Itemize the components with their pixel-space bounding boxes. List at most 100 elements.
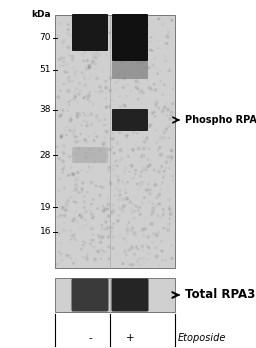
Circle shape bbox=[101, 90, 103, 92]
Circle shape bbox=[126, 254, 127, 255]
Circle shape bbox=[124, 167, 127, 169]
Circle shape bbox=[112, 147, 113, 148]
Circle shape bbox=[150, 222, 153, 226]
Circle shape bbox=[140, 90, 143, 92]
Circle shape bbox=[71, 100, 72, 101]
Circle shape bbox=[149, 189, 151, 191]
Circle shape bbox=[69, 76, 70, 78]
Circle shape bbox=[131, 246, 133, 249]
Circle shape bbox=[141, 155, 143, 156]
Circle shape bbox=[65, 209, 67, 212]
Circle shape bbox=[151, 89, 152, 90]
Circle shape bbox=[138, 66, 140, 68]
Circle shape bbox=[69, 156, 70, 157]
Circle shape bbox=[128, 134, 129, 135]
Text: 51: 51 bbox=[39, 65, 51, 74]
Circle shape bbox=[76, 153, 78, 155]
Circle shape bbox=[172, 102, 174, 105]
Circle shape bbox=[162, 214, 164, 215]
Circle shape bbox=[105, 155, 108, 157]
Circle shape bbox=[116, 175, 119, 177]
Text: Phospho RPA32 (S33): Phospho RPA32 (S33) bbox=[185, 115, 256, 125]
Circle shape bbox=[141, 61, 143, 63]
Circle shape bbox=[127, 59, 130, 61]
Text: kDa: kDa bbox=[31, 10, 51, 19]
Circle shape bbox=[137, 98, 139, 100]
Circle shape bbox=[161, 240, 162, 242]
Circle shape bbox=[106, 131, 108, 133]
Circle shape bbox=[95, 77, 98, 79]
Circle shape bbox=[134, 173, 136, 175]
Circle shape bbox=[158, 107, 159, 109]
Circle shape bbox=[143, 227, 146, 230]
Circle shape bbox=[79, 214, 82, 217]
Circle shape bbox=[57, 146, 58, 147]
Circle shape bbox=[71, 173, 73, 175]
Circle shape bbox=[87, 95, 90, 97]
Circle shape bbox=[97, 251, 98, 252]
Circle shape bbox=[160, 189, 161, 190]
Circle shape bbox=[90, 123, 93, 126]
Circle shape bbox=[148, 148, 150, 150]
Circle shape bbox=[125, 105, 126, 107]
Circle shape bbox=[69, 129, 71, 132]
Circle shape bbox=[126, 136, 128, 137]
Circle shape bbox=[58, 251, 60, 253]
Circle shape bbox=[107, 124, 108, 125]
Circle shape bbox=[77, 217, 78, 218]
Circle shape bbox=[95, 185, 97, 187]
Circle shape bbox=[124, 183, 125, 184]
Circle shape bbox=[163, 227, 165, 229]
Circle shape bbox=[113, 223, 114, 224]
Circle shape bbox=[130, 21, 132, 23]
Circle shape bbox=[124, 72, 126, 74]
Circle shape bbox=[117, 36, 118, 37]
Circle shape bbox=[170, 156, 173, 158]
Circle shape bbox=[96, 136, 98, 138]
Text: 16: 16 bbox=[39, 228, 51, 237]
Circle shape bbox=[121, 23, 124, 26]
Circle shape bbox=[88, 148, 91, 150]
Circle shape bbox=[111, 226, 113, 229]
Circle shape bbox=[163, 208, 164, 209]
Circle shape bbox=[74, 188, 77, 191]
Circle shape bbox=[115, 81, 117, 84]
Circle shape bbox=[76, 88, 77, 89]
Circle shape bbox=[115, 51, 118, 54]
Circle shape bbox=[124, 78, 125, 79]
Circle shape bbox=[153, 232, 156, 235]
Circle shape bbox=[141, 157, 142, 158]
Circle shape bbox=[155, 255, 158, 258]
Circle shape bbox=[123, 117, 125, 119]
Circle shape bbox=[102, 160, 104, 163]
Circle shape bbox=[169, 206, 170, 207]
Circle shape bbox=[163, 137, 165, 139]
Circle shape bbox=[139, 264, 140, 266]
Circle shape bbox=[91, 60, 94, 63]
Circle shape bbox=[71, 55, 73, 58]
Circle shape bbox=[108, 215, 110, 218]
Circle shape bbox=[134, 40, 135, 42]
Text: 70: 70 bbox=[39, 33, 51, 42]
Circle shape bbox=[113, 152, 115, 154]
Circle shape bbox=[147, 259, 148, 260]
Circle shape bbox=[70, 117, 71, 118]
Circle shape bbox=[109, 107, 110, 108]
Circle shape bbox=[117, 73, 119, 76]
Circle shape bbox=[70, 119, 72, 121]
Circle shape bbox=[144, 197, 145, 198]
Circle shape bbox=[155, 104, 157, 107]
Circle shape bbox=[121, 112, 123, 114]
Circle shape bbox=[120, 39, 123, 42]
Circle shape bbox=[83, 97, 85, 99]
Circle shape bbox=[99, 28, 101, 30]
Circle shape bbox=[73, 38, 74, 39]
Circle shape bbox=[124, 77, 126, 79]
Circle shape bbox=[90, 227, 93, 230]
Circle shape bbox=[84, 114, 86, 116]
Circle shape bbox=[93, 33, 95, 35]
Circle shape bbox=[108, 169, 110, 171]
Circle shape bbox=[135, 86, 137, 88]
Circle shape bbox=[89, 101, 91, 103]
Circle shape bbox=[126, 228, 129, 231]
